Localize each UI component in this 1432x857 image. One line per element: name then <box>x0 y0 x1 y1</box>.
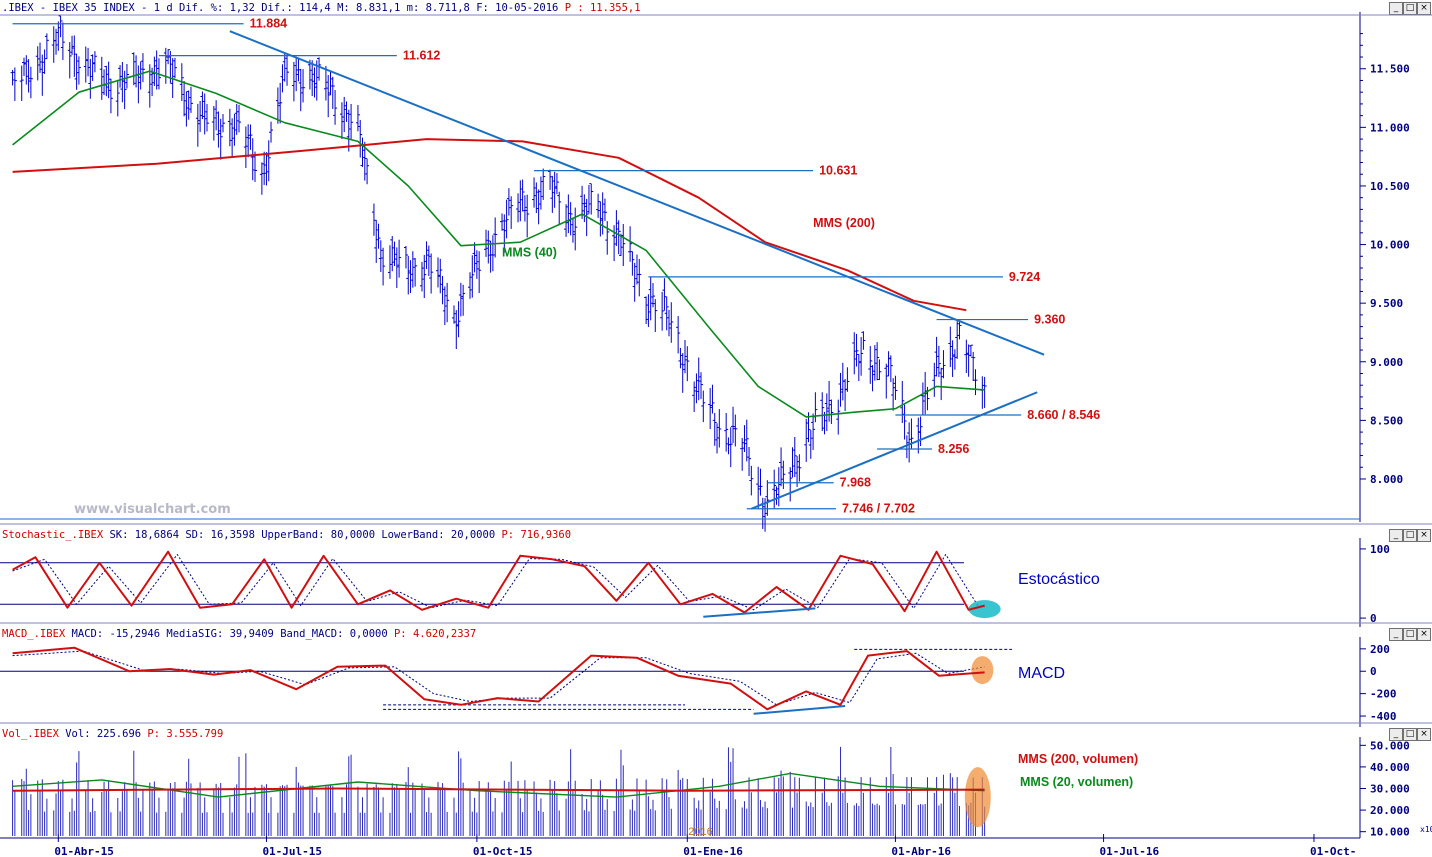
macd-highlight <box>971 656 994 685</box>
stoch-close-button[interactable]: × <box>1417 529 1431 542</box>
stoch-p: P: 716,9360 <box>501 529 572 541</box>
header-period: 1 d <box>153 2 173 14</box>
y-tick-label: 100 <box>1370 543 1390 556</box>
macd-close-button[interactable]: × <box>1417 628 1431 641</box>
stoch-sd-line <box>12 554 985 611</box>
level-label: 10.631 <box>819 164 857 178</box>
volume-scale-note: x10 <box>1420 825 1432 834</box>
year-label: 2016 <box>688 826 712 838</box>
level-label: 8.660 / 8.546 <box>1027 408 1100 422</box>
header-symbol: .IBEX - IBEX 35 INDEX - <box>2 2 148 14</box>
volume-highlight <box>964 767 991 828</box>
volume-sma200-line <box>12 787 985 792</box>
macd-maximize-button[interactable]: □ <box>1403 628 1417 641</box>
header-dif: Dif.: 114,4 <box>261 2 331 14</box>
y-tick-label: 9.500 <box>1370 297 1403 310</box>
sma40-line <box>12 70 985 418</box>
y-tick-label: -400 <box>1370 710 1397 723</box>
vol-p: P: 3.555.799 <box>147 728 224 740</box>
y-tick-label: 8.000 <box>1370 473 1403 486</box>
x-tick-label: 01-Jul-16 <box>1100 845 1160 857</box>
macd-name: MACD_.IBEX <box>2 628 66 640</box>
price-panel-header: .IBEX - IBEX 35 INDEX - 1 d Dif. %: 1,32… <box>2 1 641 15</box>
series-label: MMS (40) <box>502 245 557 259</box>
x-tick-label: 01-Oct- <box>1310 845 1356 857</box>
x-tick-label: 01-Abr-16 <box>891 845 951 857</box>
stochastic-panel-header: Stochastic_.IBEX SK: 18,6864 SD: 16,3598… <box>2 528 571 542</box>
x-tick-label: 01-Ene-16 <box>683 845 743 857</box>
y-tick-label: 50.000 <box>1370 739 1410 752</box>
y-tick-label: 40.000 <box>1370 761 1410 774</box>
level-label: 8.256 <box>938 442 969 456</box>
header-dif-pct: Dif. %: 1,32 <box>179 2 255 14</box>
y-tick-label: 0 <box>1370 665 1377 678</box>
x-tick-label: 01-Abr-15 <box>54 845 114 857</box>
vol-name: Vol_.IBEX <box>2 728 59 740</box>
vol-value: Vol: 225.696 <box>65 728 142 740</box>
macd-line <box>12 646 985 711</box>
y-tick-label: 11.000 <box>1370 121 1410 134</box>
header-price: P : 11.355,1 <box>564 2 641 14</box>
vol-close-button[interactable]: × <box>1417 728 1431 741</box>
y-tick-label: 200 <box>1370 643 1390 656</box>
y-tick-label: 0 <box>1370 612 1377 625</box>
vol-minimize-button[interactable]: _ <box>1389 728 1403 741</box>
stoch-name: Stochastic_.IBEX <box>2 529 104 541</box>
macd-band: Band_MACD: 0,0000 <box>280 628 388 640</box>
macd-title: MACD <box>1018 665 1065 682</box>
volume-panel-header: Vol_.IBEX Vol: 225.696 P: 3.555.799 <box>2 727 223 741</box>
macd-signal-line <box>12 650 985 706</box>
macd-panel-header: MACD_.IBEX MACD: -15,2946 MediaSIG: 39,9… <box>2 627 476 641</box>
stoch-sd: SD: 16,3598 <box>185 529 255 541</box>
y-tick-label: 20.000 <box>1370 804 1410 817</box>
level-label: 11.884 <box>250 17 288 31</box>
price-maximize-button[interactable]: □ <box>1403 2 1417 15</box>
stoch-upper: UpperBand: 80,0000 <box>261 529 376 541</box>
vol-maximize-button[interactable]: □ <box>1403 728 1417 741</box>
stoch-divergence-line <box>703 607 816 618</box>
y-tick-label: 30.000 <box>1370 783 1410 796</box>
sma200-line <box>12 138 967 312</box>
volume-sma20-line <box>12 772 985 798</box>
level-label: 7.746 / 7.702 <box>842 502 915 516</box>
macd-signal: MediaSIG: 39,9409 <box>166 628 274 640</box>
stoch-maximize-button[interactable]: □ <box>1403 529 1417 542</box>
stochastic-title: Estocástico <box>1018 571 1100 588</box>
stoch-sk: SK: 18,6864 <box>109 529 180 541</box>
y-tick-label: 9.000 <box>1370 356 1403 369</box>
macd-minimize-button[interactable]: _ <box>1389 628 1403 641</box>
stoch-sk-tail <box>968 604 985 611</box>
level-label: 11.612 <box>403 49 441 63</box>
volume-sma20-label: MMS (20, volumen) <box>1020 775 1133 789</box>
level-label: 9.724 <box>1009 270 1040 284</box>
watermark: www.visualchart.com <box>74 502 231 517</box>
level-label: 7.968 <box>840 476 871 490</box>
x-tick-label: 01-Oct-15 <box>473 845 533 857</box>
stoch-minimize-button[interactable]: _ <box>1389 529 1403 542</box>
stoch-sk-line <box>12 550 985 614</box>
series-label: MMS (200) <box>813 216 875 230</box>
y-tick-label: 10.500 <box>1370 180 1410 193</box>
header-max: M: 8.831,1 <box>337 2 401 14</box>
level-label: 9.360 <box>1034 313 1065 327</box>
stoch-highlight <box>968 600 1001 619</box>
macd-value: MACD: -15,2946 <box>71 628 161 640</box>
trendline <box>750 391 1038 510</box>
header-date: F: 10-05-2016 <box>476 2 559 14</box>
trendline <box>229 30 1045 356</box>
y-tick-label: 11.500 <box>1370 63 1410 76</box>
y-tick-label: -200 <box>1370 688 1397 701</box>
macd-divergence-line <box>753 704 846 715</box>
macd-p: P: 4.620,2337 <box>393 628 477 640</box>
header-min: m: 8.711,8 <box>406 2 470 14</box>
stoch-lower: LowerBand: 20,0000 <box>381 529 496 541</box>
y-tick-label: 10.000 <box>1370 826 1410 839</box>
volume-sma200-label: MMS (200, volumen) <box>1018 752 1138 766</box>
x-tick-label: 01-Jul-15 <box>262 845 322 857</box>
y-tick-label: 10.000 <box>1370 239 1410 252</box>
y-tick-label: 8.500 <box>1370 414 1403 427</box>
